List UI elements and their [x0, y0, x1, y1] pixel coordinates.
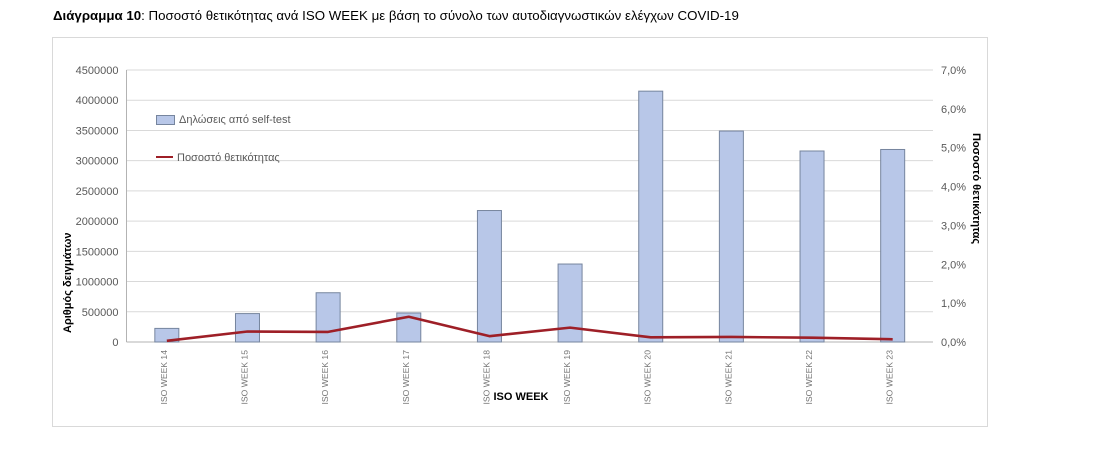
- svg-text:0: 0: [112, 337, 118, 349]
- svg-text:1,0%: 1,0%: [941, 298, 966, 310]
- svg-text:4000000: 4000000: [76, 95, 119, 107]
- svg-text:3500000: 3500000: [76, 125, 119, 137]
- svg-text:2000000: 2000000: [76, 216, 119, 228]
- svg-text:2,0%: 2,0%: [941, 259, 966, 271]
- svg-text:3,0%: 3,0%: [941, 220, 966, 232]
- svg-text:1000000: 1000000: [76, 277, 119, 289]
- svg-text:7,0%: 7,0%: [941, 65, 966, 77]
- svg-text:500000: 500000: [82, 307, 119, 319]
- svg-text:4,0%: 4,0%: [941, 182, 966, 194]
- svg-text:1500000: 1500000: [76, 246, 119, 258]
- svg-text:6,0%: 6,0%: [941, 104, 966, 116]
- svg-text:2500000: 2500000: [76, 186, 119, 198]
- svg-text:3000000: 3000000: [76, 156, 119, 168]
- svg-text:4500000: 4500000: [76, 65, 119, 77]
- svg-text:5,0%: 5,0%: [941, 143, 966, 155]
- svg-text:0,0%: 0,0%: [941, 337, 966, 349]
